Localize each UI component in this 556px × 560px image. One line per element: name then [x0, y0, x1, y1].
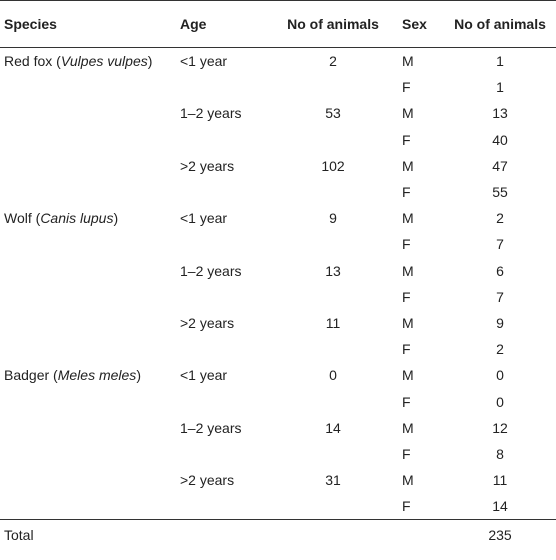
sex-count-cell: 40	[492, 131, 508, 148]
age-cell: 1–2 years	[180, 105, 242, 122]
age-count-cell: 53	[325, 105, 341, 122]
table-row: 1–2 years 13 M 6	[0, 258, 556, 284]
table-row: 1–2 years 14 M 12	[0, 415, 556, 441]
sex-cell: M	[402, 367, 414, 384]
sex-cell: M	[402, 210, 414, 227]
header-species: Species	[0, 0, 176, 48]
age-count-cell: 2	[329, 53, 337, 70]
sex-cell: F	[402, 79, 411, 96]
sex-cell: F	[402, 498, 411, 515]
sex-count-cell: 2	[496, 341, 504, 358]
table-row: F 14	[0, 493, 556, 520]
header-age-count: No of animals	[268, 0, 398, 48]
sex-count-cell: 1	[496, 53, 504, 70]
sex-cell: M	[402, 157, 414, 174]
age-cell: <1 year	[180, 210, 228, 227]
age-count-cell: 9	[329, 210, 337, 227]
species-latin-name: Meles meles	[57, 367, 137, 384]
age-cell: <1 year	[180, 367, 228, 384]
species-common-name: Badger	[4, 367, 50, 384]
total-value: 235	[444, 519, 556, 551]
header-row: Species Age No of animals Sex No of anim…	[0, 0, 556, 48]
age-cell: <1 year	[180, 53, 228, 70]
sex-cell: F	[402, 184, 411, 201]
sex-cell: F	[402, 341, 411, 358]
age-count-cell: 13	[325, 262, 341, 279]
sex-count-cell: 0	[496, 367, 504, 384]
total-row: Total 235	[0, 519, 556, 551]
table-row: 1–2 years 53 M 13	[0, 100, 556, 126]
age-count-cell: 102	[321, 157, 345, 174]
table-row: Wolf (Canis lupus) <1 year 9 M 2	[0, 205, 556, 231]
sex-cell: M	[402, 472, 414, 489]
sex-cell: M	[402, 53, 414, 70]
header-age: Age	[176, 0, 268, 48]
age-count-cell: 14	[325, 419, 341, 436]
sex-count-cell: 9	[496, 314, 504, 331]
species-latin-name: Canis lupus	[40, 210, 114, 227]
sex-cell: M	[402, 314, 414, 331]
sex-count-cell: 8	[496, 445, 504, 462]
sex-cell: F	[402, 393, 411, 410]
sex-count-cell: 0	[496, 393, 504, 410]
header-sex-count: No of animals	[444, 0, 556, 48]
age-count-cell: 11	[325, 314, 341, 331]
age-cell: 1–2 years	[180, 262, 242, 279]
table-row: F 55	[0, 179, 556, 205]
age-cell: 1–2 years	[180, 419, 242, 436]
sex-count-cell: 55	[492, 184, 508, 201]
species-cell: Badger (Meles meles)	[4, 367, 141, 384]
sex-count-cell: 14	[492, 498, 508, 515]
age-cell: >2 years	[180, 472, 235, 489]
sex-cell: F	[402, 445, 411, 462]
sex-count-cell: 7	[496, 288, 504, 305]
total-label: Total	[0, 519, 176, 551]
sex-count-cell: 7	[496, 236, 504, 253]
sex-cell: M	[402, 105, 414, 122]
age-cell: >2 years	[180, 314, 235, 331]
sex-count-cell: 2	[496, 210, 504, 227]
sex-count-cell: 6	[496, 262, 504, 279]
age-count-cell: 0	[329, 367, 337, 384]
sex-count-cell: 13	[492, 105, 508, 122]
table-row: Badger (Meles meles) <1 year 0 M 0	[0, 362, 556, 388]
sex-cell: M	[402, 419, 414, 436]
species-cell: Red fox (Vulpes vulpes)	[4, 53, 153, 70]
table-row: >2 years 31 M 11	[0, 467, 556, 493]
sex-count-cell: 47	[492, 157, 508, 174]
sex-cell: M	[402, 262, 414, 279]
age-cell: >2 years	[180, 157, 235, 174]
sex-count-cell: 11	[492, 472, 508, 489]
sex-count-cell: 12	[492, 419, 508, 436]
table-row: >2 years 102 M 47	[0, 153, 556, 179]
table-row: Red fox (Vulpes vulpes) <1 year 2 M 1	[0, 48, 556, 75]
species-latin-name: Vulpes vulpes	[60, 53, 148, 70]
species-common-name: Wolf	[4, 210, 32, 227]
table-row: >2 years 11 M 9	[0, 310, 556, 336]
sex-count-cell: 1	[496, 79, 504, 96]
species-cell: Wolf (Canis lupus)	[4, 210, 119, 227]
table-body: Red fox (Vulpes vulpes) <1 year 2 M 1 F 1 1–2 y…	[0, 48, 556, 520]
sex-cell: F	[402, 236, 411, 253]
sex-cell: F	[402, 288, 411, 305]
header-sex: Sex	[398, 0, 444, 48]
sex-cell: F	[402, 131, 411, 148]
species-common-name: Red fox	[4, 53, 53, 70]
age-count-cell: 31	[325, 472, 341, 489]
table-row: F 40	[0, 127, 556, 153]
